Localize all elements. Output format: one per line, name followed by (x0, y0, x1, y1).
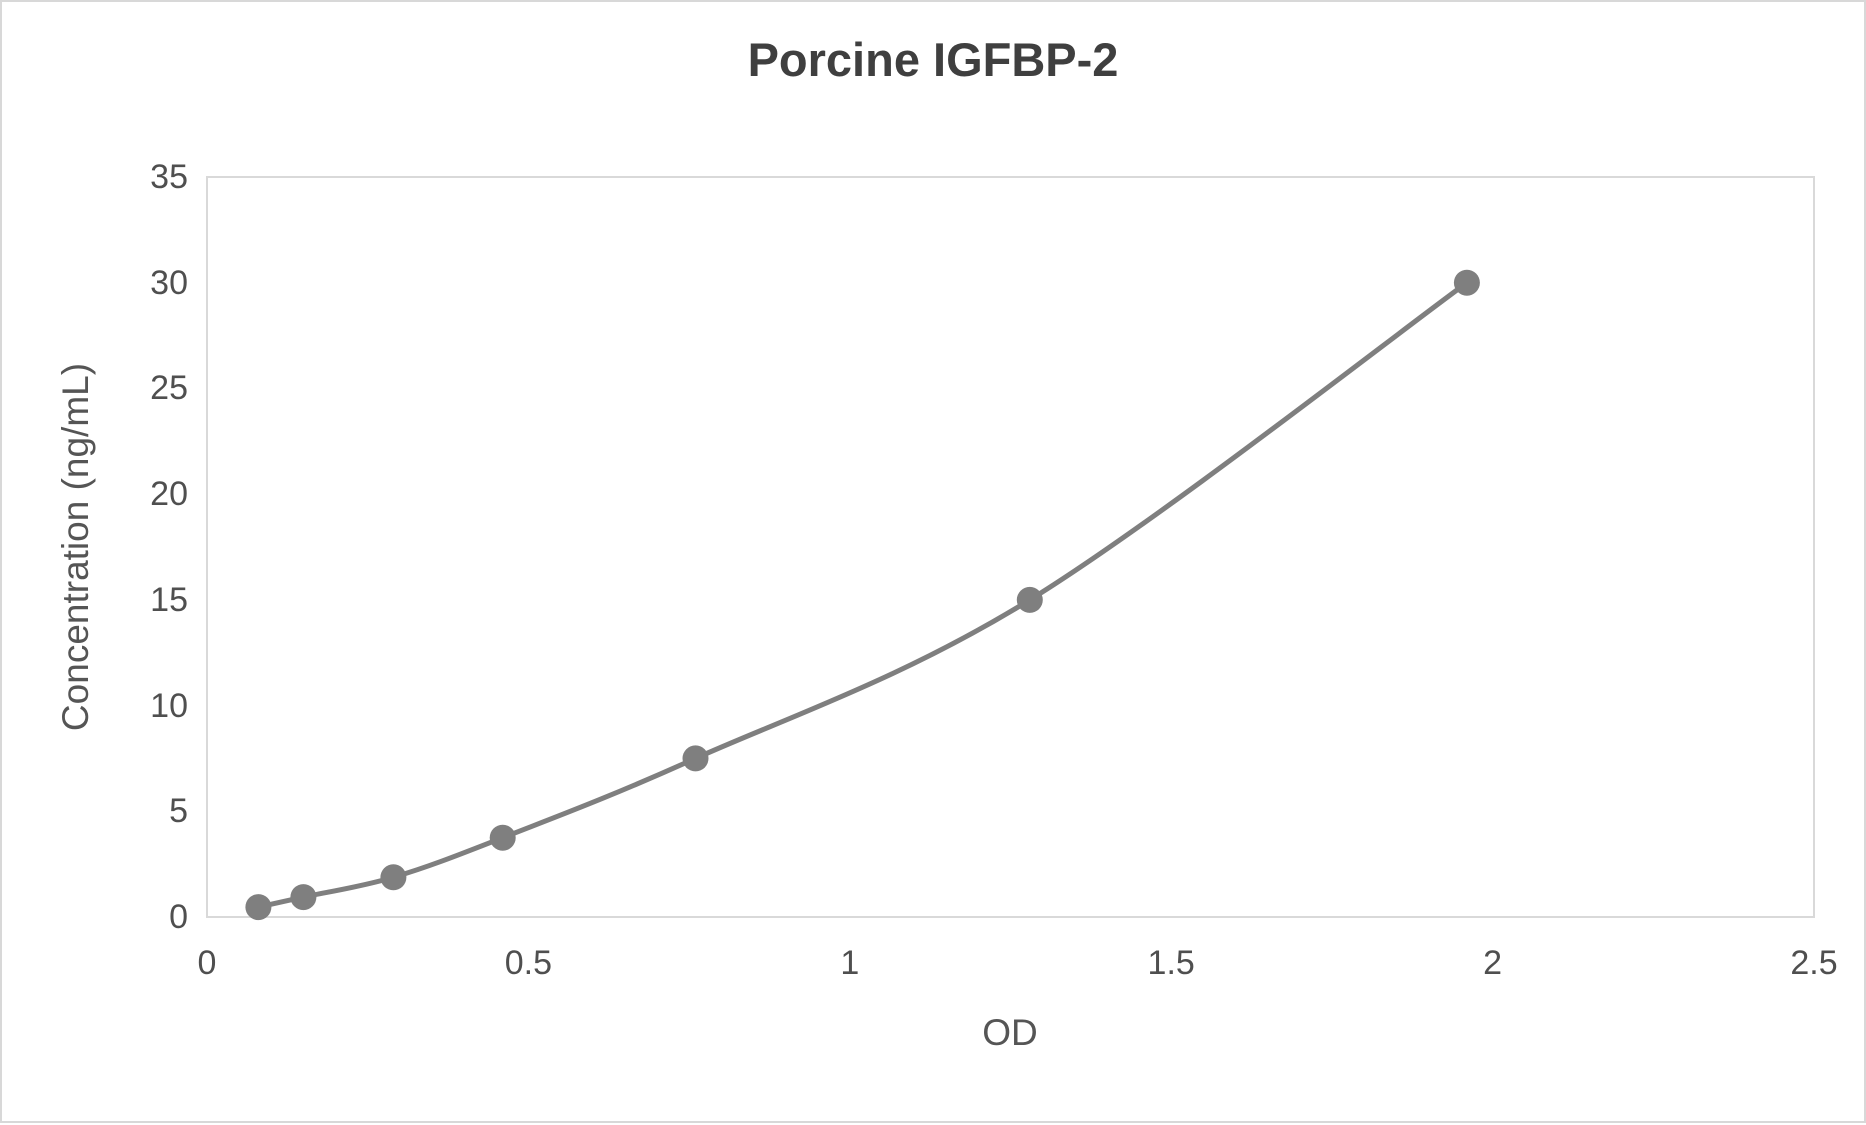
x-tick-label: 2.5 (1790, 944, 1838, 982)
chart-title: Porcine IGFBP-2 (747, 33, 1119, 86)
y-tick-label: 25 (150, 369, 188, 408)
data-point-marker (682, 745, 709, 772)
x-tick-label: 2 (1483, 944, 1503, 982)
y-tick-label: 35 (150, 158, 188, 196)
x-tick-label: 0 (197, 944, 217, 982)
x-tick-label: 1.5 (1147, 944, 1195, 982)
data-point-marker (489, 824, 516, 851)
y-tick-label: 20 (150, 475, 188, 514)
x-axis-title: OD (982, 1012, 1038, 1053)
y-tick-label: 5 (169, 792, 188, 831)
series-line (257, 280, 1469, 910)
data-point-marker (1453, 269, 1480, 296)
y-tick-label: 15 (150, 580, 188, 619)
y-tick-label: 30 (150, 263, 188, 302)
plot-border (206, 176, 1815, 918)
y-tick-label: 10 (150, 686, 188, 725)
data-point-marker (1016, 586, 1043, 613)
data-point-marker (380, 864, 407, 891)
data-point-marker (290, 884, 317, 911)
x-tick-label: 1 (840, 944, 860, 982)
x-tick-label: 0.5 (504, 944, 553, 982)
data-point-marker (245, 894, 272, 921)
y-tick-label: 0 (169, 898, 188, 936)
